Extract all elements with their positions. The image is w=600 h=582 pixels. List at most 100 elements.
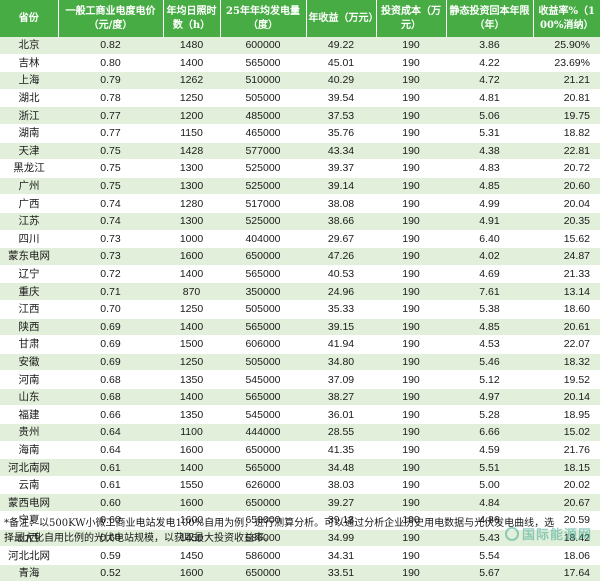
cell-sunshine-hours: 1450 (163, 546, 220, 565)
cell-payback-years: 5.38 (446, 300, 533, 319)
cell-sunshine-hours: 1350 (163, 405, 220, 425)
table-row: 蒙西电网 0.60 1600 650000 39.27 190 4.84 20.67 (0, 493, 600, 513)
cell-annual-generation: 404000 (220, 230, 306, 249)
cell-return-rate: 18.15 (533, 458, 600, 477)
cell-annual-generation: 545000 (220, 405, 306, 425)
cell-electricity-price: 0.75 (58, 142, 163, 161)
cell-annual-income: 38.08 (306, 194, 376, 213)
table-row: 上海 0.79 1262 510000 40.29 190 4.72 21.21 (0, 71, 600, 90)
cell-annual-income: 37.09 (306, 370, 376, 389)
table-row: 浙江 0.77 1200 485000 37.53 190 5.06 19.75 (0, 106, 600, 125)
cell-return-rate: 20.67 (533, 493, 600, 513)
cell-investment-cost: 190 (376, 388, 446, 407)
watermark-logo-icon (504, 527, 519, 541)
cell-investment-cost: 190 (376, 511, 446, 530)
cell-payback-years: 7.61 (446, 282, 533, 301)
cell-investment-cost: 190 (376, 89, 446, 108)
cell-annual-income: 24.96 (306, 282, 376, 301)
cell-annual-generation: 650000 (220, 493, 306, 513)
cell-annual-income: 34.31 (306, 546, 376, 565)
cell-province: 青海 (0, 564, 58, 582)
cell-annual-income: 34.48 (306, 458, 376, 477)
cell-annual-generation: 505000 (220, 89, 306, 108)
cell-electricity-price: 0.82 (58, 37, 163, 55)
cell-province: 吉林 (0, 54, 58, 73)
cell-return-rate: 20.60 (533, 177, 600, 196)
cell-annual-income: 35.33 (306, 300, 376, 319)
cell-annual-generation: 650000 (220, 441, 306, 460)
cell-annual-income: 37.53 (306, 106, 376, 125)
cell-investment-cost: 190 (376, 177, 446, 196)
cell-return-rate: 13.14 (533, 282, 600, 301)
cell-payback-years: 4.69 (446, 265, 533, 284)
cell-province: 黑龙江 (0, 159, 58, 178)
cell-province: 贵州 (0, 423, 58, 442)
cell-investment-cost: 190 (376, 335, 446, 354)
cell-annual-generation: 565000 (220, 265, 306, 284)
cell-investment-cost: 190 (376, 353, 446, 372)
cell-annual-income: 41.35 (306, 441, 376, 460)
cell-annual-generation: 577000 (220, 142, 306, 161)
cell-sunshine-hours: 870 (163, 282, 220, 301)
cell-investment-cost: 190 (376, 247, 446, 266)
cell-return-rate: 18.60 (533, 300, 600, 319)
cell-return-rate: 20.61 (533, 318, 600, 337)
cell-return-rate: 20.35 (533, 212, 600, 231)
cell-investment-cost: 190 (376, 282, 446, 301)
cell-sunshine-hours: 1350 (163, 370, 220, 389)
cell-province: 北京 (0, 37, 58, 55)
cell-province: 海南 (0, 441, 58, 460)
header-electricity-price: 一般工商业电度电价（元/度） (58, 0, 164, 37)
cell-annual-income: 38.03 (306, 476, 376, 495)
cell-annual-income: 39.27 (306, 493, 376, 513)
cell-payback-years: 3.86 (446, 37, 533, 55)
cell-return-rate: 18.42 (533, 529, 600, 548)
cell-annual-generation: 626000 (220, 476, 306, 495)
cell-annual-generation: 517000 (220, 194, 306, 213)
cell-electricity-price: 0.70 (58, 300, 163, 319)
cell-province: 蒙东电网 (0, 247, 58, 266)
cell-electricity-price: 0.60 (58, 529, 163, 548)
cell-annual-generation: 606000 (220, 335, 306, 354)
cell-annual-generation: 586000 (220, 529, 306, 548)
cell-sunshine-hours: 1600 (163, 441, 220, 460)
cell-electricity-price: 0.77 (58, 106, 163, 125)
cell-annual-income: 49.22 (306, 37, 376, 55)
table-row: 黑龙江 0.75 1300 525000 39.37 190 4.83 20.72 (0, 159, 600, 178)
cell-province: 上海 (0, 71, 58, 90)
cell-sunshine-hours: 1450 (163, 529, 220, 548)
cell-sunshine-hours: 1200 (163, 106, 220, 125)
cell-electricity-price: 0.74 (58, 212, 163, 231)
cell-return-rate: 21.33 (533, 265, 600, 284)
cell-payback-years: 4.38 (446, 142, 533, 161)
cell-electricity-price: 0.64 (58, 423, 163, 442)
cell-province: 湖北 (0, 89, 58, 108)
cell-investment-cost: 190 (376, 54, 446, 73)
cell-electricity-price: 0.64 (58, 441, 163, 460)
cell-return-rate: 20.02 (533, 476, 600, 495)
cell-sunshine-hours: 1300 (163, 177, 220, 196)
cell-province: 福建 (0, 405, 58, 425)
cell-investment-cost: 190 (376, 564, 446, 582)
cell-province: 宁夏 (0, 511, 58, 530)
cell-payback-years: 5.06 (446, 106, 533, 125)
cell-sunshine-hours: 1600 (163, 564, 220, 582)
cell-return-rate: 18.06 (533, 546, 600, 565)
table-row: 海南 0.64 1600 650000 41.35 190 4.59 21.76 (0, 441, 600, 460)
cell-return-rate: 17.64 (533, 564, 600, 582)
cell-annual-generation: 565000 (220, 388, 306, 407)
cell-annual-income: 34.99 (306, 529, 376, 548)
cell-sunshine-hours: 1300 (163, 212, 220, 231)
cell-annual-income: 36.01 (306, 405, 376, 425)
table-row: 山东 0.68 1400 565000 38.27 190 4.97 20.14 (0, 388, 600, 407)
table-row: 四川 0.73 1000 404000 29.67 190 6.40 15.62 (0, 230, 600, 249)
cell-investment-cost: 190 (376, 423, 446, 442)
table-row: 辽宁 0.72 1400 565000 40.53 190 4.69 21.33 (0, 265, 600, 284)
cell-annual-income: 28.55 (306, 423, 376, 442)
cell-annual-generation: 465000 (220, 124, 306, 143)
cell-investment-cost: 190 (376, 159, 446, 178)
table-row: 陕西 0.69 1400 565000 39.15 190 4.85 20.61 (0, 318, 600, 337)
cell-annual-income: 35.76 (306, 124, 376, 143)
table-row: 重庆 0.71 870 350000 24.96 190 7.61 13.14 (0, 282, 600, 301)
